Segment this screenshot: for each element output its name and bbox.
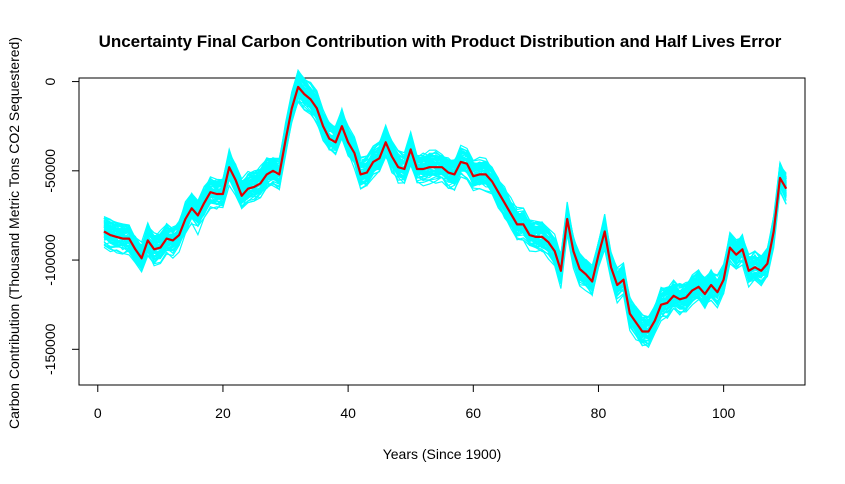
y-tick-label: -50000 <box>42 149 58 193</box>
simulation-line <box>103 87 787 334</box>
x-axis-label: Years (Since 1900) <box>383 446 502 462</box>
y-axis-label: Carbon Contribution (Thousand Metric Ton… <box>6 37 22 429</box>
chart-title: Uncertainty Final Carbon Contribution wi… <box>99 32 782 51</box>
simulation-line <box>103 99 787 346</box>
simulation-line <box>103 95 787 347</box>
x-tick-label: 20 <box>215 405 231 421</box>
x-tick-label: 100 <box>712 405 736 421</box>
simulation-line <box>103 100 787 349</box>
x-axis: 0 20 40 60 80 100 <box>94 384 736 421</box>
y-tick-label: 0 <box>42 77 58 85</box>
plot-frame <box>78 77 806 386</box>
x-tick-label: 0 <box>94 405 102 421</box>
x-tick-label: 40 <box>340 405 356 421</box>
mean-line-group <box>103 85 788 333</box>
uncertainty-band <box>103 68 787 349</box>
y-axis: 0 -50000 -100000 -150000 <box>42 77 80 375</box>
mean-line <box>103 85 788 333</box>
simulation-line <box>103 78 787 328</box>
x-tick-label: 80 <box>591 405 607 421</box>
simulation-line <box>103 77 787 327</box>
x-tick-label: 60 <box>466 405 482 421</box>
y-tick-label: -100000 <box>42 234 58 286</box>
y-tick-label: -150000 <box>42 323 58 375</box>
simulation-line <box>103 92 787 342</box>
